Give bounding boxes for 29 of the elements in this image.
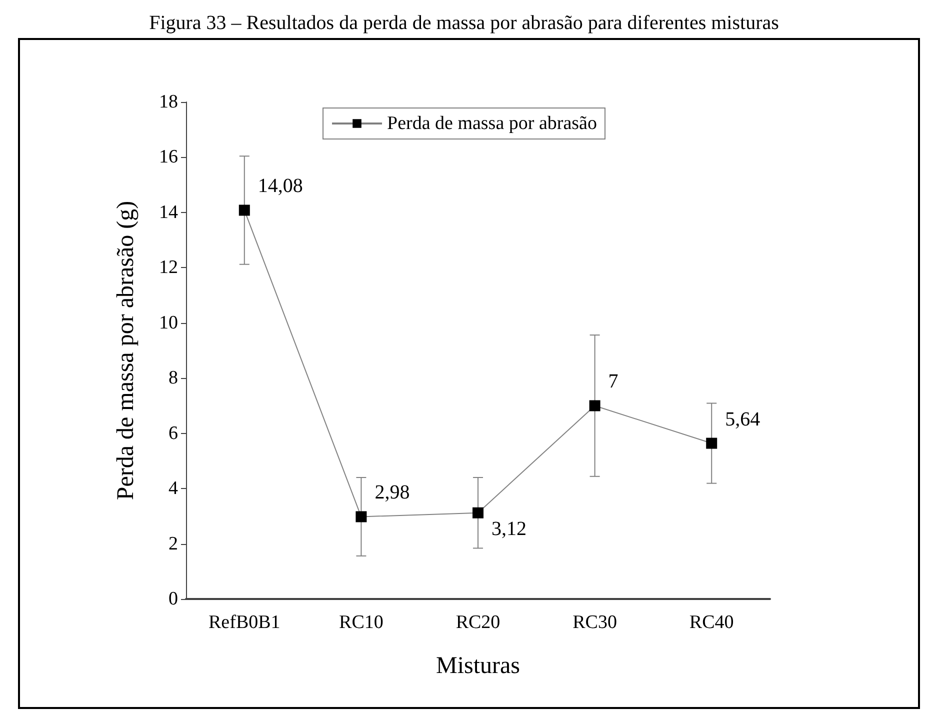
y-tick-label: 16 [159,146,178,168]
point [706,438,718,449]
x-tick-label: RefB0B1 [208,612,280,633]
x-tick-label: RC30 [572,612,617,633]
x-tick-label: RC40 [689,612,734,633]
point [589,400,600,412]
point [356,511,367,522]
y-tick-label: 12 [159,257,178,278]
point [238,204,250,216]
y-axis-title: Perda de massa por abrasão (g) [113,200,139,500]
y-tick-label: 18 [159,92,178,112]
point [472,507,484,518]
chart-title: Figura 33 – Resultados da perda de massa por abrasão para diferentes misturas [149,12,780,34]
y-tick-label: 0 [168,588,178,610]
y-tick-label: 2 [168,533,178,554]
y-tick-label: 8 [168,368,178,389]
data-label: 5,64 [725,408,760,430]
y-tick-label: 4 [168,478,178,500]
data-label: 7 [608,370,618,393]
x-tick-label: RC20 [456,612,500,633]
y-tick-label: 6 [168,422,178,444]
x-axis-title: Misturas [436,653,520,679]
data-label: 3,12 [492,518,526,540]
data-label: 14,08 [258,175,303,198]
y-tick-label: 10 [159,312,178,334]
y-tick-label: 14 [159,202,178,223]
legend-label: Perda de massa por abrasão [387,113,597,134]
data-label: 2,98 [374,482,410,504]
x-tick-label: RC10 [339,612,384,633]
